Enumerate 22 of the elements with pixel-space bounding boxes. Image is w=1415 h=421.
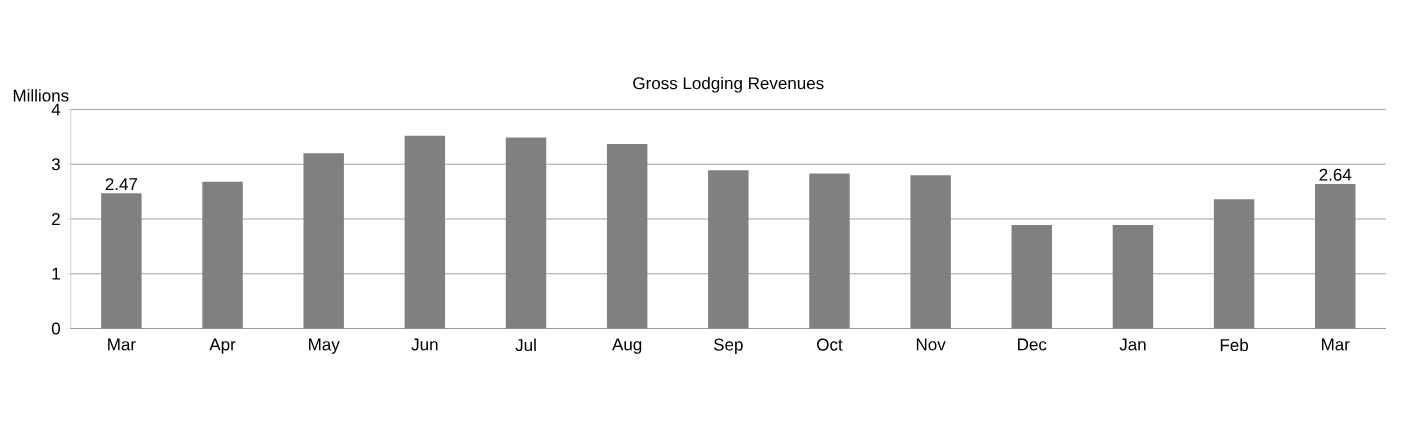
x-tick-label: Dec <box>1018 338 1047 351</box>
data-label: 2.64 <box>1319 168 1352 181</box>
y-tick-label: 4 <box>51 103 61 116</box>
x-tick-label: Mar <box>1322 338 1350 351</box>
y-axis-title: Millions <box>13 89 69 102</box>
x-tick-label: Sep <box>713 338 743 355</box>
x-tick-label: Nov <box>916 338 946 351</box>
y-tick-label: 3 <box>51 158 60 171</box>
data-label: 2.47 <box>105 178 138 191</box>
chart-title: Gross Lodging Revenues <box>633 76 824 93</box>
x-tick-label: Jul <box>515 338 536 352</box>
x-tick-label: Feb <box>1220 338 1249 352</box>
x-tick-label: Mar <box>108 338 136 351</box>
y-tick-label: 2 <box>52 213 60 225</box>
x-tick-label: Oct <box>817 338 843 351</box>
x-tick-label: May <box>309 338 340 354</box>
y-tick-label: 0 <box>51 322 61 335</box>
y-tick-label: 1 <box>52 267 60 280</box>
x-tick-label: Apr <box>209 338 236 354</box>
x-tick-label: Jun <box>411 338 438 351</box>
x-tick-label: Aug <box>612 338 642 354</box>
x-tick-label: Jan <box>1119 338 1146 351</box>
